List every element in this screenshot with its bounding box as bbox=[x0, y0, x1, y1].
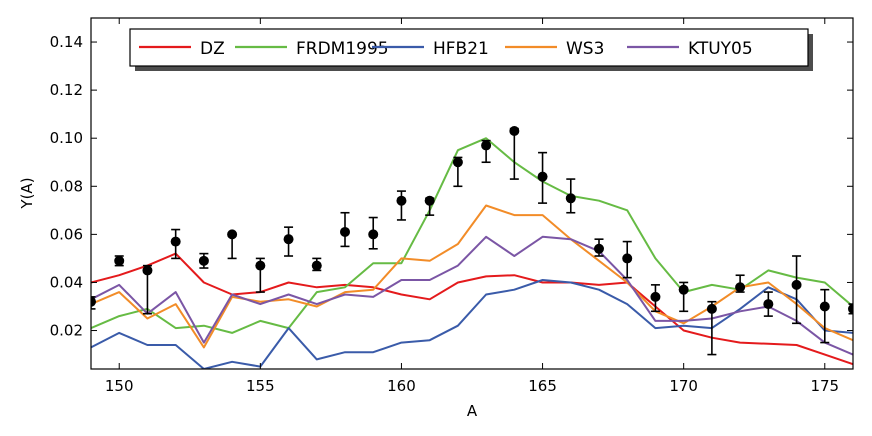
data-marker bbox=[565, 193, 576, 204]
data-marker bbox=[368, 229, 379, 240]
data-point-163 bbox=[481, 139, 492, 164]
data-marker bbox=[170, 236, 181, 247]
legend-item-hfb21: HFB21 bbox=[372, 39, 489, 59]
series-line-dz bbox=[91, 252, 853, 366]
data-marker bbox=[311, 260, 322, 271]
data-marker bbox=[848, 303, 853, 314]
data-point-170 bbox=[678, 281, 689, 313]
data-point-159 bbox=[368, 216, 379, 250]
y-tick-label: 0.10 bbox=[50, 129, 83, 147]
series-line-hfb21 bbox=[91, 279, 853, 369]
data-point-152 bbox=[170, 228, 181, 260]
data-marker bbox=[791, 279, 802, 290]
data-marker bbox=[114, 255, 125, 266]
legend-label: FRDM1995 bbox=[296, 39, 389, 59]
x-tick-label: 165 bbox=[528, 377, 557, 395]
legend-item-frdm1995: FRDM1995 bbox=[235, 39, 389, 59]
data-point-150 bbox=[114, 255, 125, 267]
data-marker bbox=[198, 255, 209, 266]
data-marker bbox=[594, 243, 604, 254]
data-point-172 bbox=[735, 274, 746, 293]
y-axis-label: Y(A) bbox=[18, 177, 36, 209]
data-point-153 bbox=[198, 252, 209, 269]
legend-label: KTUY05 bbox=[688, 39, 753, 59]
data-point-154 bbox=[227, 229, 238, 260]
data-point-161 bbox=[424, 195, 435, 216]
data-point-164 bbox=[509, 125, 520, 180]
ticks-layer: 150 155 160 165 170 175 0.02 0.04 0.06 0.08 0.10 0.… bbox=[50, 18, 853, 395]
series-line-frdm1995 bbox=[91, 137, 853, 334]
data-marker bbox=[509, 125, 520, 136]
legend-item-ws3: WS3 bbox=[505, 39, 604, 59]
data-marker bbox=[452, 157, 463, 168]
x-axis-label: A bbox=[467, 402, 478, 420]
data-point-173 bbox=[763, 291, 774, 317]
data-marker bbox=[142, 265, 153, 276]
data-point-168 bbox=[622, 240, 633, 279]
data-point-158 bbox=[340, 211, 350, 248]
data-marker bbox=[227, 229, 238, 240]
data-marker bbox=[537, 171, 548, 182]
x-tick-label: 155 bbox=[246, 377, 275, 395]
legend: DZ FRDM1995 HFB21 WS3 KTUY05 bbox=[129, 28, 813, 71]
experimental-data-layer bbox=[91, 125, 853, 356]
plot-frame bbox=[90, 17, 854, 370]
data-marker bbox=[763, 299, 774, 310]
data-point-149 bbox=[91, 296, 96, 310]
data-point-160 bbox=[396, 190, 407, 221]
data-marker bbox=[340, 226, 350, 237]
data-point-167 bbox=[594, 238, 604, 257]
data-point-176 bbox=[848, 303, 853, 315]
data-marker bbox=[91, 296, 96, 307]
legend-label: DZ bbox=[200, 39, 225, 59]
legend-item-ktuy05: KTUY05 bbox=[627, 39, 753, 59]
data-point-169 bbox=[650, 284, 661, 313]
legend-item-dz: DZ bbox=[139, 39, 225, 59]
data-point-175 bbox=[819, 288, 830, 344]
y-tick-label: 0.02 bbox=[50, 322, 83, 340]
data-marker bbox=[735, 282, 746, 293]
data-marker bbox=[396, 195, 407, 206]
series-layer bbox=[91, 137, 853, 369]
data-marker bbox=[622, 253, 633, 264]
y-tick-label: 0.04 bbox=[50, 273, 83, 291]
data-point-165 bbox=[537, 151, 548, 204]
x-tick-label: 170 bbox=[669, 377, 698, 395]
y-tick-label: 0.12 bbox=[50, 81, 83, 99]
y-tick-label: 0.14 bbox=[50, 33, 83, 51]
x-tick-label: 150 bbox=[105, 377, 134, 395]
data-marker bbox=[481, 140, 492, 151]
data-marker bbox=[819, 301, 830, 312]
series-line-ws3 bbox=[91, 204, 853, 349]
data-point-174 bbox=[791, 255, 802, 325]
y-tick-label: 0.08 bbox=[50, 177, 83, 195]
data-point-162 bbox=[452, 156, 463, 188]
x-tick-label: 160 bbox=[387, 377, 416, 395]
data-marker bbox=[678, 284, 689, 295]
data-marker bbox=[424, 195, 435, 206]
data-point-151 bbox=[142, 264, 153, 315]
legend-label: HFB21 bbox=[433, 39, 489, 59]
x-tick-label: 175 bbox=[810, 377, 839, 395]
data-marker bbox=[706, 303, 717, 314]
data-point-157 bbox=[311, 257, 322, 272]
series-line-ktuy05 bbox=[91, 235, 853, 356]
data-point-155 bbox=[255, 257, 266, 293]
data-marker bbox=[283, 234, 294, 245]
data-marker bbox=[255, 260, 266, 271]
data-point-156 bbox=[283, 226, 294, 257]
y-tick-label: 0.06 bbox=[50, 225, 83, 243]
data-point-171 bbox=[706, 300, 717, 356]
legend-label: WS3 bbox=[566, 39, 604, 59]
data-marker bbox=[650, 291, 661, 302]
data-point-166 bbox=[565, 178, 576, 214]
